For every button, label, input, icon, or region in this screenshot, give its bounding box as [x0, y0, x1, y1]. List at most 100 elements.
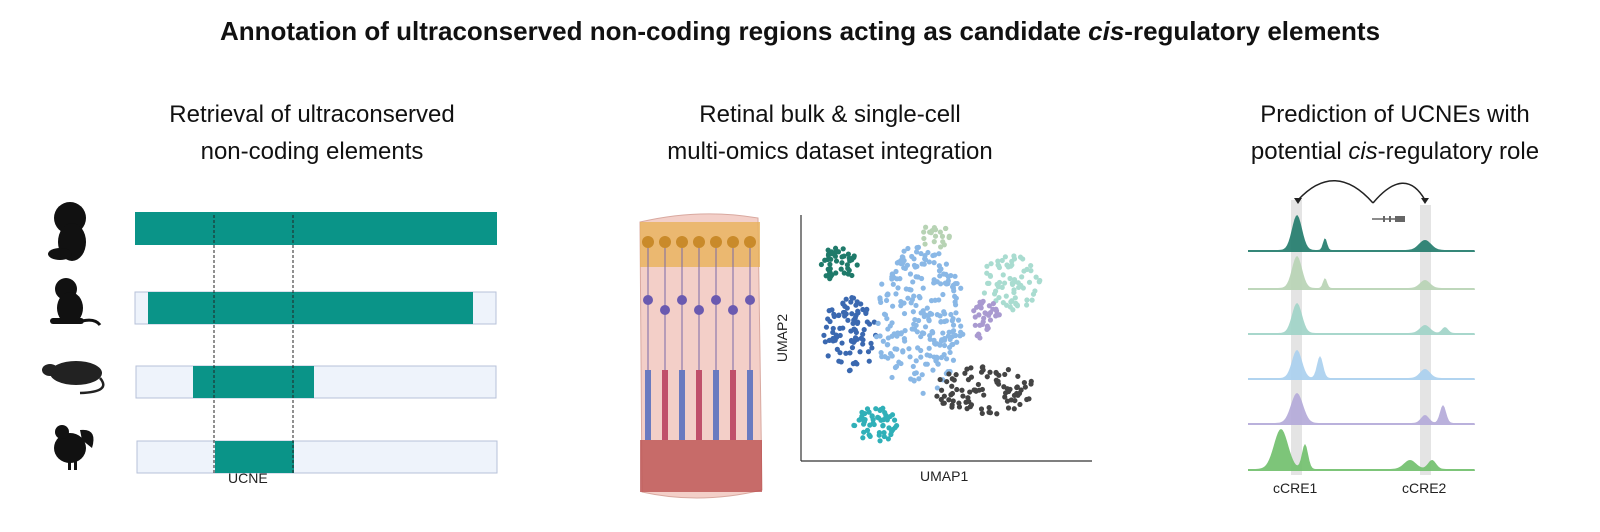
umap-point — [978, 305, 984, 311]
umap-point — [818, 261, 825, 268]
umap-point — [1033, 274, 1039, 280]
umap-point — [827, 318, 833, 325]
umap-point — [923, 361, 929, 367]
umap-point — [926, 259, 932, 265]
umap-point — [825, 252, 832, 258]
umap-point — [860, 341, 866, 347]
umap-point — [987, 273, 994, 279]
umap-point — [949, 318, 955, 324]
umap-point — [915, 274, 921, 280]
umap-point — [897, 276, 903, 282]
umap-point — [877, 407, 883, 414]
umap-point — [832, 253, 838, 259]
umap-point — [908, 287, 914, 293]
ccre2-highlight — [1420, 205, 1431, 475]
umap-point — [1008, 263, 1014, 269]
umap-point — [1003, 293, 1009, 299]
umap-point — [881, 430, 887, 436]
umap-point — [942, 311, 948, 317]
umap-point — [1028, 268, 1034, 274]
umap-point — [924, 305, 930, 311]
umap-point — [974, 304, 980, 310]
umap-point — [976, 332, 982, 338]
umap-point — [905, 245, 911, 252]
umap-point — [849, 311, 855, 317]
umap-point — [910, 309, 916, 315]
alignment-bars — [134, 212, 498, 474]
umap-point — [908, 376, 914, 382]
ccre1-highlight — [1291, 200, 1302, 475]
umap-point — [901, 310, 908, 317]
umap-point — [869, 345, 875, 351]
umap-point — [862, 416, 868, 423]
umap-x-label: UMAP1 — [920, 468, 969, 484]
umap-point — [1022, 384, 1028, 390]
umap-point — [949, 390, 956, 397]
umap-point — [865, 349, 872, 355]
umap-point — [951, 377, 957, 383]
umap-point — [1011, 287, 1017, 293]
umap-point — [928, 298, 935, 304]
umap-point — [889, 353, 895, 359]
umap-point — [898, 360, 904, 367]
umap-point — [1024, 396, 1030, 403]
umap-plot — [800, 215, 1092, 462]
umap-point — [931, 260, 937, 266]
umap-point — [895, 285, 901, 291]
accessibility-track — [1248, 256, 1475, 290]
ccre1-label: cCRE1 — [1273, 480, 1318, 496]
umap-point — [921, 235, 927, 242]
umap-point — [829, 272, 835, 278]
umap-point — [843, 350, 849, 356]
main-title: Annotation of ultraconserved non-coding … — [219, 16, 1381, 46]
umap-point — [921, 261, 927, 267]
umap-point — [993, 369, 999, 376]
umap-point — [860, 331, 866, 337]
umap-point — [952, 273, 958, 279]
umap-point — [907, 271, 914, 277]
umap-point — [913, 249, 920, 255]
umap-point — [898, 257, 904, 264]
umap-point — [984, 323, 990, 329]
photoreceptor — [662, 370, 668, 440]
umap-point — [905, 295, 911, 301]
umap-point — [993, 288, 999, 294]
umap-point — [922, 241, 928, 247]
umap-point — [851, 253, 857, 259]
umap-point — [880, 422, 886, 429]
umap-point — [964, 366, 970, 372]
umap-point — [857, 349, 863, 355]
panel3-title: Prediction of UCNEs with potential cis-re… — [1250, 101, 1540, 165]
umap-point — [1002, 394, 1008, 400]
umap-point — [885, 326, 891, 332]
umap-point — [957, 333, 963, 339]
photoreceptor — [679, 370, 685, 440]
umap-point — [878, 350, 884, 356]
ganglion-cell — [659, 236, 671, 248]
umap-point — [984, 263, 990, 269]
umap-point — [931, 239, 937, 245]
umap-point — [936, 297, 942, 303]
umap-point — [912, 264, 918, 270]
umap-point — [938, 319, 944, 325]
umap-point — [875, 320, 881, 326]
umap-point — [834, 346, 840, 352]
umap-point — [841, 270, 847, 276]
umap-point — [937, 313, 943, 319]
umap-point — [946, 329, 952, 335]
umap-point — [890, 426, 896, 433]
umap-point — [941, 342, 948, 349]
umap-point — [986, 280, 992, 286]
umap-point — [853, 312, 859, 318]
umap-point — [841, 253, 847, 259]
umap-point — [940, 239, 946, 245]
umap-point — [867, 422, 873, 428]
umap-point — [879, 281, 885, 287]
umap-point — [999, 284, 1005, 290]
umap-point — [914, 244, 920, 251]
umap-point — [956, 400, 962, 406]
umap-point — [950, 398, 956, 404]
umap-point — [869, 414, 875, 420]
umap-point — [901, 335, 907, 342]
